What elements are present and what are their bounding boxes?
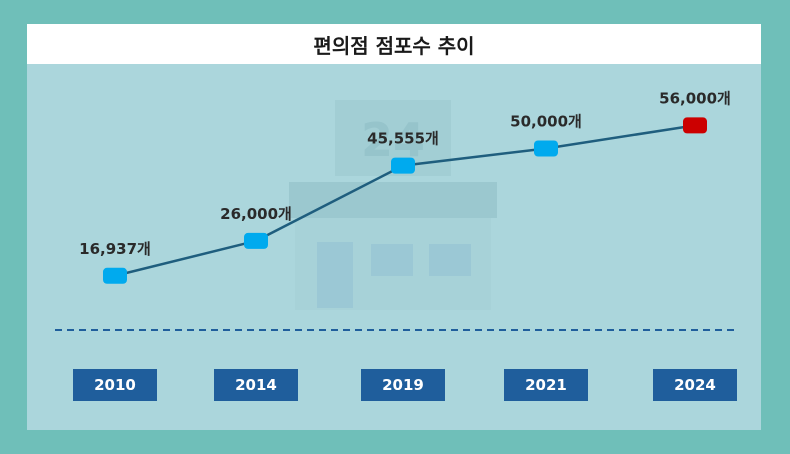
data-point-marker (391, 157, 415, 174)
data-label: 16,937개 (79, 240, 151, 258)
title-bar: 편의점 점포수 추이 (27, 24, 761, 64)
data-point-marker (244, 232, 268, 249)
data-point-marker (534, 140, 558, 157)
data-label: 26,000개 (220, 205, 292, 223)
chart-frame: 편의점 점포수 추이 24 16,937개 26,000개 45,555개 50,00… (27, 24, 761, 430)
store-window-right (429, 244, 471, 276)
store-window-left (371, 244, 413, 276)
line-chart: 24 16,937개 26,000개 45,555개 50,000개 56,000개 (55, 89, 735, 331)
x-tick-label: 2024 (653, 369, 737, 401)
data-label: 50,000개 (510, 113, 582, 131)
data-labels-group: 16,937개 26,000개 45,555개 50,000개 56,000개 (79, 89, 731, 257)
x-tick-label: 2019 (361, 369, 445, 401)
store-sign-text: 24 (361, 113, 425, 167)
data-label: 56,000개 (659, 89, 731, 107)
data-point-marker (103, 267, 127, 284)
store-door (317, 242, 353, 308)
x-tick-label: 2010 (73, 369, 157, 401)
markers-group (103, 117, 707, 284)
data-point-marker (683, 117, 707, 134)
x-tick-label: 2014 (214, 369, 298, 401)
data-label: 45,555개 (367, 130, 439, 148)
x-tick-label: 2021 (504, 369, 588, 401)
convenience-store-icon: 24 (289, 100, 497, 310)
chart-title: 편의점 점포수 추이 (313, 33, 475, 58)
store-awning (289, 182, 497, 218)
